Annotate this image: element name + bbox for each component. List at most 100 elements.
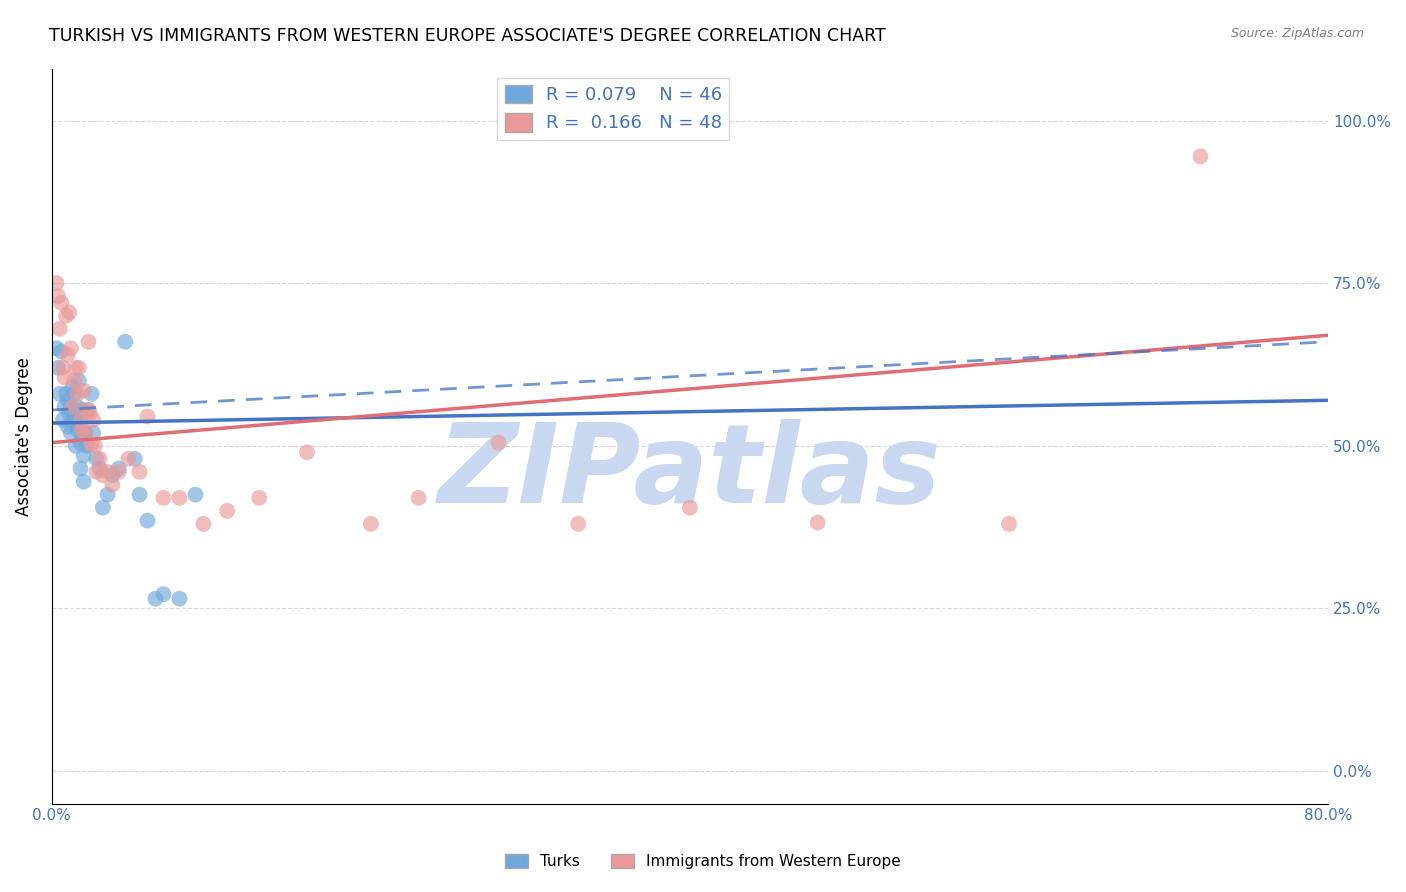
Point [51,344,73,359]
Point [56,419,79,434]
Point [70,423,93,437]
Point [82,425,104,440]
Point [73,384,96,398]
Point [58,406,80,420]
Y-axis label: Associate's Degree: Associate's Degree [15,357,32,516]
Point [136,514,159,528]
Point [91,500,114,515]
Point [46,289,69,303]
Point [169,491,191,505]
Point [53,370,76,384]
Point [46,360,69,375]
Point [567,516,589,531]
Text: TURKISH VS IMMIGRANTS FROM WESTERN EUROPE ASSOCIATE'S DEGREE CORRELATION CHART: TURKISH VS IMMIGRANTS FROM WESTERN EUROP… [49,27,886,45]
Point [59,341,82,355]
Legend: R = 0.079    N = 46, R =  0.166   N = 48: R = 0.079 N = 46, R = 0.166 N = 48 [498,78,730,140]
Point [117,451,139,466]
Point [77,403,100,417]
Point [58,305,80,319]
Point [56,393,79,408]
Point [80,437,103,451]
Point [679,500,702,515]
Point [101,468,124,483]
Point [56,348,79,362]
Point [295,445,318,459]
Point [124,451,146,466]
Point [184,488,207,502]
Point [76,439,98,453]
Point [217,504,239,518]
Point [67,360,90,375]
Point [70,425,93,440]
Point [75,425,97,440]
Point [79,406,101,420]
Point [91,468,114,483]
Point [66,423,89,437]
Point [65,360,87,375]
Point [80,386,103,401]
Point [73,475,96,489]
Point [62,413,84,427]
Point [152,491,174,505]
Point [67,374,90,388]
Point [70,403,93,417]
Point [76,403,98,417]
Point [45,276,67,290]
Point [52,360,75,375]
Point [77,334,100,349]
Point [806,516,828,530]
Point [69,435,91,450]
Point [55,309,77,323]
Point [51,295,73,310]
Point [67,409,90,424]
Legend: Turks, Immigrants from Western Europe: Turks, Immigrants from Western Europe [499,848,907,875]
Point [65,439,87,453]
Point [89,461,111,475]
Point [63,386,86,401]
Point [62,400,84,414]
Point [89,451,111,466]
Point [488,435,510,450]
Point [59,400,82,414]
Point [82,413,104,427]
Point [73,449,96,463]
Point [97,465,120,479]
Point [86,465,108,479]
Point [69,461,91,475]
Point [63,374,86,388]
Point [360,516,382,531]
Point [48,386,70,401]
Point [66,386,89,401]
Point [152,587,174,601]
Point [65,409,87,424]
Point [128,488,150,502]
Point [69,413,91,427]
Point [169,591,191,606]
Point [48,322,70,336]
Point [62,380,84,394]
Point [97,488,120,502]
Point [1189,149,1212,163]
Point [52,413,75,427]
Point [86,451,108,466]
Point [247,491,270,505]
Point [59,425,82,440]
Text: Source: ZipAtlas.com: Source: ZipAtlas.com [1230,27,1364,40]
Point [128,465,150,479]
Point [53,400,76,414]
Point [45,341,67,355]
Point [114,334,136,349]
Point [75,425,97,440]
Point [66,400,89,414]
Point [107,461,129,475]
Point [101,478,124,492]
Point [136,409,159,424]
Point [107,465,129,479]
Point [998,516,1021,531]
Point [145,591,167,606]
Point [193,516,215,531]
Point [408,491,430,505]
Point [55,386,77,401]
Text: ZIPatlas: ZIPatlas [439,419,942,526]
Point [83,439,105,453]
